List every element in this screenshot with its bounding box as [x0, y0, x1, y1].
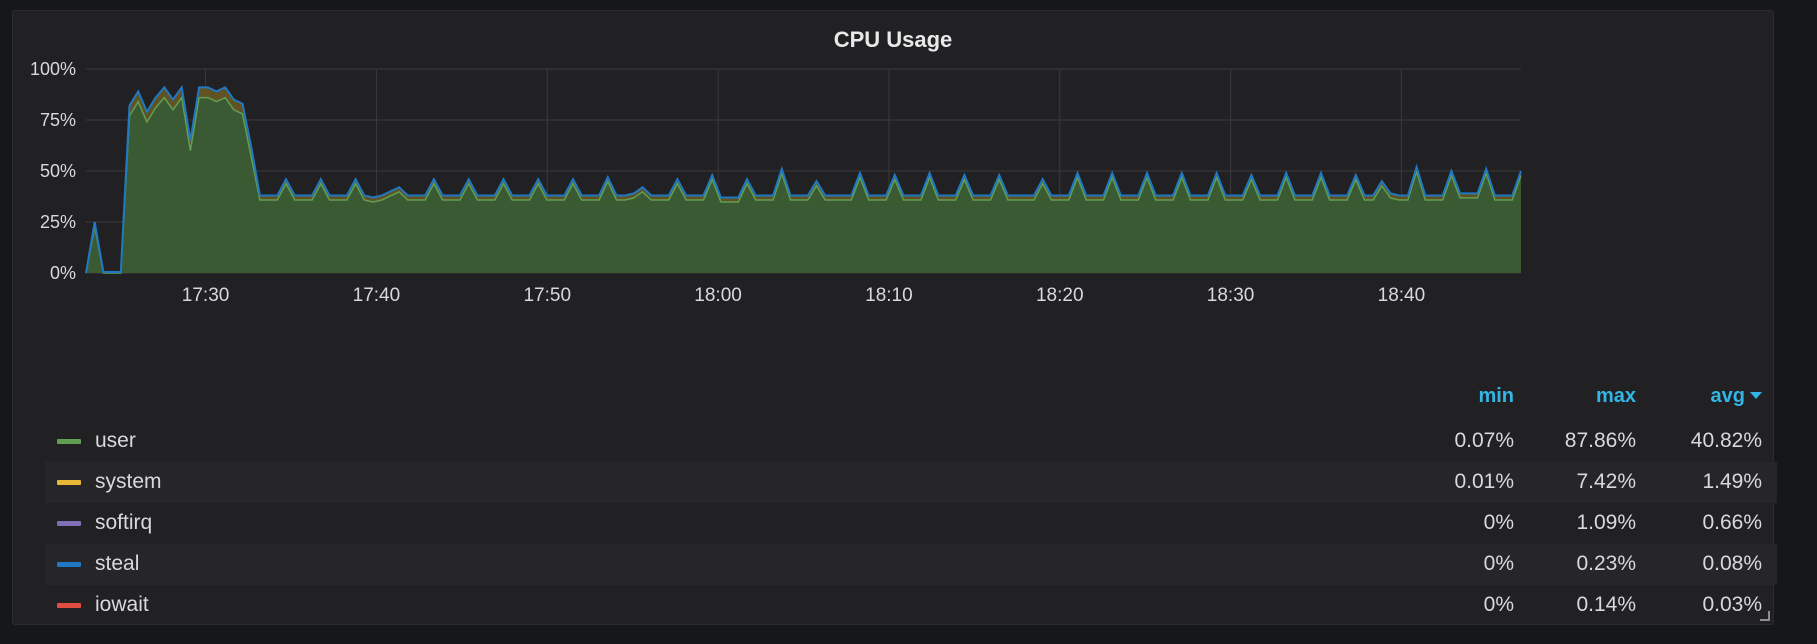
chart-areas	[85, 84, 1522, 274]
x-tick-label: 18:30	[1207, 285, 1255, 306]
panel-resize-handle[interactable]	[1760, 611, 1770, 621]
series-avg: 0.03%	[1702, 593, 1762, 616]
panel-title[interactable]: CPU Usage	[833, 27, 953, 52]
series-max: 0.14%	[1576, 593, 1636, 616]
series-avg: 1.49%	[1702, 470, 1762, 493]
y-tick-label: 25%	[40, 212, 76, 232]
series-color-swatch[interactable]	[57, 603, 81, 608]
cpu-usage-chart[interactable]: 0% 25% 50% 75% 100% 17:30 17:40 17:50 18:00 18:1…	[13, 11, 1773, 341]
y-tick-label: 0%	[50, 263, 76, 283]
series-max: 7.42%	[1576, 470, 1636, 493]
legend-row-user[interactable]: user 0.07% 87.86% 40.82%	[45, 421, 1777, 462]
legend-header-min[interactable]: min	[1478, 385, 1514, 407]
series-name[interactable]: steal	[95, 552, 140, 575]
series-name[interactable]: iowait	[95, 593, 149, 616]
user-area	[86, 97, 1521, 273]
series-max: 0.23%	[1576, 552, 1636, 575]
x-tick-label: 17:30	[182, 285, 230, 306]
x-tick-label: 18:20	[1036, 285, 1084, 306]
x-tick-label: 17:40	[353, 285, 401, 306]
legend-header-avg-label: avg	[1710, 385, 1745, 407]
legend-header-max[interactable]: max	[1595, 385, 1636, 407]
series-min: 0%	[1483, 552, 1514, 575]
x-tick-label: 18:10	[865, 285, 913, 306]
user-line	[85, 95, 1522, 274]
series-name[interactable]: user	[95, 429, 136, 452]
steal-line	[85, 84, 1522, 274]
y-tick-label: 75%	[40, 110, 76, 130]
series-min: 0%	[1483, 593, 1514, 616]
x-tick-label: 18:00	[694, 285, 742, 306]
series-avg: 40.82%	[1690, 429, 1762, 452]
series-name[interactable]: softirq	[95, 511, 153, 534]
legend-row-iowait[interactable]: iowait 0% 0.14% 0.03%	[45, 585, 1777, 626]
series-min: 0%	[1483, 511, 1514, 534]
x-axis-labels: 17:30 17:40 17:50 18:00 18:10 18:20 18:30 18:40	[182, 285, 1425, 306]
sort-desc-icon	[1750, 392, 1762, 399]
legend-row-system[interactable]: system 0.01% 7.42% 1.49%	[45, 462, 1777, 503]
y-axis-labels: 0% 25% 50% 75% 100%	[30, 59, 76, 283]
series-color-swatch[interactable]	[57, 480, 81, 485]
legend-table: min max avg user 0.07% 87.86% 40.82% sys…	[45, 381, 1777, 626]
series-max: 1.09%	[1576, 511, 1636, 534]
y-tick-label: 50%	[40, 161, 76, 181]
series-color-swatch[interactable]	[57, 562, 81, 567]
x-tick-label: 18:40	[1378, 285, 1426, 306]
series-color-swatch[interactable]	[57, 439, 81, 444]
series-name[interactable]: system	[95, 470, 162, 493]
x-tick-label: 17:50	[523, 285, 571, 306]
y-tick-label: 100%	[30, 59, 76, 79]
legend-header-avg[interactable]: avg	[1711, 385, 1762, 408]
cpu-usage-panel: CPU Usage 0% 25% 50% 75% 100% 17:30 17:40 17:5…	[12, 10, 1777, 626]
legend-row-steal[interactable]: steal 0% 0.23% 0.08%	[45, 544, 1777, 585]
series-color-swatch[interactable]	[57, 521, 81, 526]
series-min: 0.01%	[1454, 470, 1514, 493]
series-avg: 0.66%	[1702, 511, 1762, 534]
legend-header: min max avg	[45, 381, 1777, 421]
series-avg: 0.08%	[1702, 552, 1762, 575]
series-max: 87.86%	[1564, 429, 1636, 452]
series-min: 0.07%	[1454, 429, 1514, 452]
legend-row-softirq[interactable]: softirq 0% 1.09% 0.66%	[45, 503, 1777, 544]
